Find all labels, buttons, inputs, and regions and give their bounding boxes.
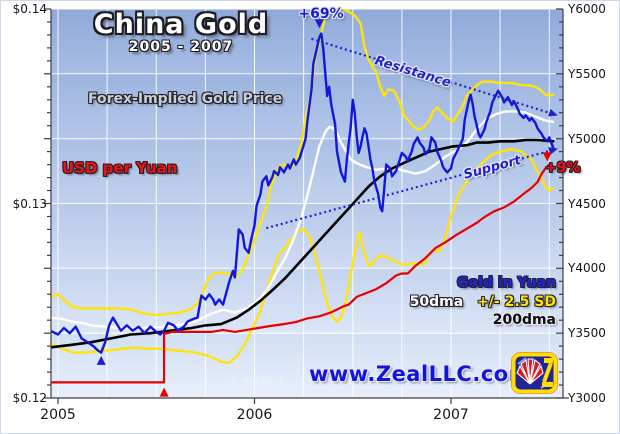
forex-implied-label: Forex-Implied Gold Price bbox=[88, 91, 283, 107]
logo-z-bottom bbox=[542, 382, 553, 387]
series-gold-in-yuan bbox=[51, 32, 555, 354]
logo-z-bar bbox=[542, 362, 553, 383]
chart-subtitle: 2005 - 2007 bbox=[128, 39, 234, 55]
marker-gold-peak-2006 bbox=[314, 19, 324, 29]
usd-per-yuan-label: USD per Yuan bbox=[62, 159, 178, 177]
peak-gain-annotation: +69% bbox=[298, 6, 344, 22]
chart-date: 7.2.2007 bbox=[229, 377, 284, 390]
marker-gold-low-2005 bbox=[96, 355, 106, 365]
series-dma50 bbox=[51, 110, 555, 330]
trendline-support bbox=[266, 149, 550, 230]
legend-sd-band: +/- 2.5 SD bbox=[477, 294, 556, 310]
legend-gold-in-yuan: Gold in Yuan bbox=[457, 275, 556, 291]
series-sd-lower bbox=[51, 147, 555, 365]
logo-z-top bbox=[544, 358, 553, 363]
logo-shell-icon bbox=[516, 358, 544, 385]
legend-200dma: 200dma bbox=[492, 312, 556, 328]
series-usd-per-yuan bbox=[51, 163, 551, 384]
trendline-resistance bbox=[311, 37, 550, 114]
legend-50dma: 50dma bbox=[409, 294, 464, 310]
chart-title-block: China Gold 2005 - 2007 bbox=[61, 9, 301, 55]
axes bbox=[44, 8, 569, 404]
series-dma200 bbox=[51, 138, 555, 349]
zeal-watermark-link[interactable]: www.ZealLLC.com bbox=[309, 362, 532, 386]
fx-gain-annotation: +9% bbox=[545, 160, 581, 176]
zeal-logo[interactable] bbox=[511, 352, 558, 394]
series-sd-upper bbox=[51, 9, 555, 317]
marker-fx-end bbox=[542, 152, 552, 162]
legend-row-2: 50dma +/- 2.5 SD bbox=[410, 294, 556, 310]
trendline-arrow-resistance bbox=[548, 108, 558, 117]
marker-yuan-revaluation bbox=[159, 387, 169, 397]
chart-title: China Gold bbox=[93, 9, 269, 40]
